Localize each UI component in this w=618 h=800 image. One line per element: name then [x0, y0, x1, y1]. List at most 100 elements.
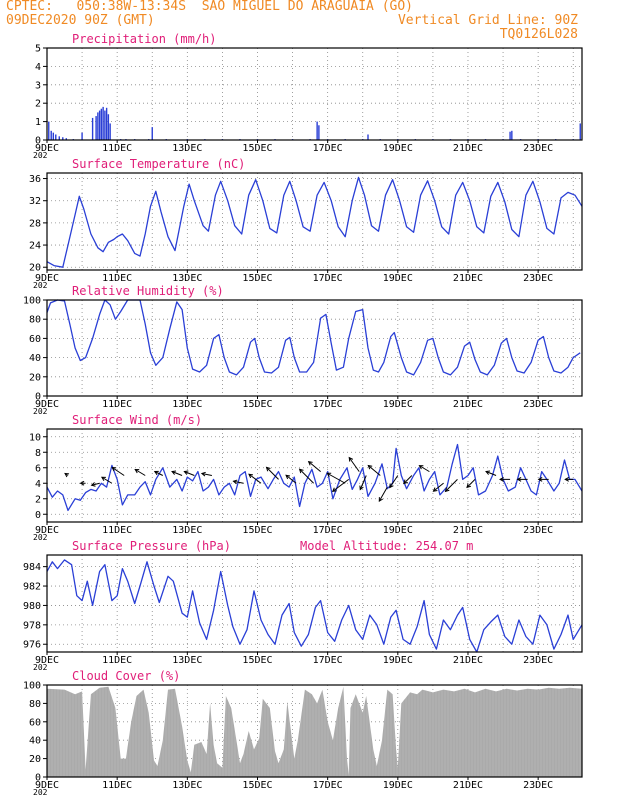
y-tick-label: 8: [35, 448, 41, 459]
rh-plot-frame: [46, 299, 583, 397]
y-tick-label: 32: [29, 196, 41, 207]
x-tick-label: 17DEC: [313, 399, 343, 410]
header-line-1: CPTEC: 050:38W-13:34S SAO MIGUEL DO ARAG…: [6, 0, 413, 14]
wind-arrow-shaft: [154, 471, 163, 476]
x-tick-label: 23DEC: [523, 273, 553, 284]
wind-plot-frame: [46, 428, 583, 523]
precip-bar: [511, 130, 513, 140]
wind-arrow-shaft: [433, 482, 444, 492]
precip-plot-frame: [46, 47, 583, 141]
wind-arrow-head: [248, 473, 254, 479]
press-series-line: [46, 559, 583, 653]
x-tick-label: 19DEC: [383, 780, 413, 791]
rh-title: Relative Humidity (%): [72, 284, 224, 298]
y-tick-label: 20: [29, 754, 41, 765]
wind-arrow-head: [331, 487, 337, 493]
x-tick-label: 19DEC: [383, 143, 413, 154]
y-tick-label: 36: [29, 174, 41, 185]
y-tick-label: 60: [29, 334, 41, 345]
precip-bar: [55, 134, 57, 140]
wind-arrow-head: [171, 470, 177, 475]
wind-arrow-head: [418, 465, 424, 470]
wind-arrow-shaft: [308, 461, 321, 473]
wind-arrow-head: [134, 468, 140, 474]
precip-bar: [579, 123, 581, 140]
wind-arrow-shaft: [184, 471, 195, 476]
wind-arrow-head: [183, 470, 189, 475]
wind-arrow-head: [111, 466, 117, 472]
x-tick-label: 19DEC: [383, 525, 413, 536]
wind-arrow-head: [153, 470, 159, 476]
y-tick-label: 0: [35, 773, 41, 784]
header-model-id: TQ0126L028: [499, 27, 578, 42]
y-tick-label: 24: [29, 241, 41, 252]
x-tick-label: 9DEC: [35, 655, 59, 666]
wind-arrow-head: [466, 483, 471, 489]
wind-arrow-head: [564, 477, 569, 482]
wind-arrow-head: [64, 472, 70, 478]
y-tick-label: 5: [35, 44, 41, 55]
wind-arrow-shaft: [389, 475, 399, 488]
x-year-fragment: 202: [33, 663, 48, 672]
x-tick-label: 9DEC: [35, 780, 59, 791]
precip-bar: [98, 110, 101, 140]
y-tick-label: 0: [35, 510, 41, 521]
wind-arrow-shaft: [171, 471, 183, 476]
precip-bar: [52, 132, 55, 140]
x-tick-label: 19DEC: [383, 399, 413, 410]
wind-arrow-shaft: [332, 478, 350, 492]
wind-series-line: [46, 443, 583, 512]
wind-arrow-shaft: [101, 476, 113, 484]
x-tick-label: 13DEC: [172, 780, 202, 791]
y-tick-label: 2: [35, 494, 41, 505]
press-title: Surface Pressure (hPa): [72, 539, 231, 553]
x-tick-label: 17DEC: [313, 143, 343, 154]
x-year-fragment: 202: [33, 151, 48, 160]
wind-arrow-head: [378, 497, 383, 503]
precip-bar: [58, 136, 60, 140]
header-grid-note: Vertical Grid Line: 90Z: [397, 13, 578, 28]
x-year-fragment: 202: [33, 281, 48, 290]
y-tick-label: 976: [23, 640, 41, 651]
x-tick-label: 19DEC: [383, 273, 413, 284]
cloud-title: Cloud Cover (%): [72, 669, 180, 683]
x-tick-label: 17DEC: [313, 525, 343, 536]
x-tick-label: 17DEC: [313, 655, 343, 666]
y-tick-label: 40: [29, 353, 41, 364]
wind-arrow-shaft: [348, 457, 360, 472]
precip-bar: [509, 131, 511, 140]
y-tick-label: 3: [35, 80, 41, 91]
wind-arrow-shaft: [299, 468, 314, 484]
wind-arrow-shaft: [419, 465, 430, 473]
x-tick-label: 17DEC: [313, 273, 343, 284]
x-tick-label: 17DEC: [313, 780, 343, 791]
y-tick-label: 80: [29, 315, 41, 326]
header-location: SAO MIGUEL DO ARAGUAIA (GO): [201, 0, 414, 14]
x-tick-label: 11DEC: [102, 525, 132, 536]
y-tick-label: 20: [29, 263, 41, 274]
precip-title: Precipitation (mm/h): [72, 32, 217, 46]
y-tick-label: 100: [23, 296, 41, 307]
header-source: CPTEC:: [6, 0, 53, 14]
x-tick-label: 11DEC: [102, 780, 132, 791]
wind-arrow-head: [232, 479, 238, 485]
y-tick-label: 1: [35, 117, 41, 128]
wind-arrow-head: [359, 485, 364, 491]
wind-arrow-shaft: [485, 471, 497, 476]
wind-arrow-head: [516, 477, 522, 482]
x-year-fragment: 202: [33, 407, 48, 416]
y-tick-label: 20: [29, 372, 41, 383]
header-datetime: 09DEC2020 90Z (GMT): [6, 13, 155, 28]
x-tick-label: 21DEC: [453, 399, 483, 410]
x-tick-label: 11DEC: [102, 143, 132, 154]
wind-arrow-shaft: [367, 465, 381, 476]
precip-bar: [107, 114, 110, 140]
rh-series-line: [46, 299, 581, 376]
x-tick-label: 15DEC: [242, 780, 272, 791]
wind-arrow-head: [499, 477, 504, 482]
wind-title: Surface Wind (m/s): [72, 413, 202, 427]
x-tick-label: 13DEC: [172, 143, 202, 154]
press-plot-frame: [46, 554, 583, 653]
temp-title: Surface Temperature (nC): [72, 157, 245, 171]
wind-arrow-shaft: [91, 482, 100, 486]
